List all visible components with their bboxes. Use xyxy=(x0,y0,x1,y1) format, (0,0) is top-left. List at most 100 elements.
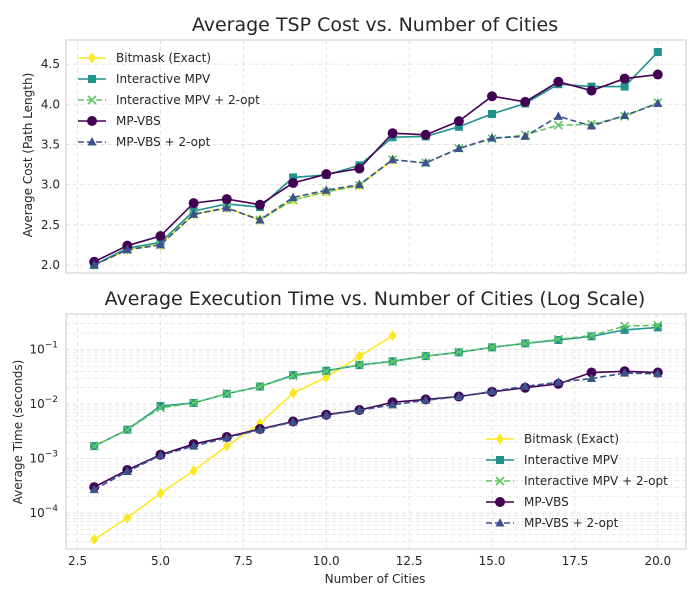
legend: Bitmask (Exact) Interactive MPV Interactiv… xyxy=(486,432,668,530)
legend-label: MP-VBS + 2-opt xyxy=(524,516,619,530)
data-point xyxy=(454,143,464,152)
data-point xyxy=(388,399,398,409)
data-point xyxy=(354,360,364,370)
legend-label: Interactive MPV + 2-opt xyxy=(524,474,668,488)
data-point xyxy=(156,402,165,411)
time-chart-ylabel: Average Time (seconds) xyxy=(11,360,25,505)
data-point xyxy=(122,244,132,254)
x-tick-label: 15.0 xyxy=(479,554,506,568)
legend-marker xyxy=(495,476,505,486)
data-point xyxy=(487,133,497,142)
series-line xyxy=(93,324,658,447)
legend-marker xyxy=(496,433,504,445)
data-point xyxy=(189,441,199,450)
cost-chart-ylabel: Average Cost (Path Length) xyxy=(21,73,35,238)
legend-label: MP-VBS xyxy=(524,495,569,509)
data-point xyxy=(553,111,563,120)
data-point xyxy=(586,331,597,341)
data-point xyxy=(653,48,662,57)
data-point xyxy=(89,484,99,494)
data-point xyxy=(354,163,365,174)
legend-label: Bitmask (Exact) xyxy=(116,51,211,65)
data-point xyxy=(288,178,299,189)
data-point xyxy=(421,157,431,167)
legend-marker xyxy=(495,518,505,527)
data-point xyxy=(388,330,397,342)
data-point xyxy=(122,466,132,476)
series-line xyxy=(93,73,658,263)
data-point xyxy=(255,214,265,224)
data-point xyxy=(553,120,563,130)
legend-label: MP-VBS xyxy=(116,114,161,128)
data-point xyxy=(89,441,99,451)
data-point xyxy=(653,320,663,330)
series-line xyxy=(93,335,394,541)
y-tick-label: 3.5 xyxy=(41,137,60,151)
data-point xyxy=(652,69,663,80)
data-point xyxy=(321,366,331,376)
x-tick-label: 17.5 xyxy=(562,554,589,568)
x-tick-label: 12.5 xyxy=(396,554,423,568)
legend-label: MP-VBS + 2-opt xyxy=(116,135,211,149)
time-chart: Average Execution Time vs. Number of Cit… xyxy=(11,288,687,586)
cost-chart: Average TSP Cost vs. Number of Cities Av… xyxy=(21,14,687,274)
data-point xyxy=(520,131,530,140)
data-point xyxy=(620,110,630,120)
data-point xyxy=(189,209,199,218)
y-tick-label: 10−4 xyxy=(29,504,58,520)
data-point xyxy=(620,368,630,377)
data-point xyxy=(156,487,165,499)
y-tick-label: 10−1 xyxy=(29,341,58,357)
data-point xyxy=(421,351,431,361)
y-tick-label: 10−2 xyxy=(29,395,58,411)
y-tick-label: 4.0 xyxy=(41,97,60,111)
data-point xyxy=(520,381,530,390)
series-mp-vbs-2opt xyxy=(89,98,663,269)
plot-frame xyxy=(65,313,687,550)
legend-marker xyxy=(87,116,97,126)
series-mp-vbs xyxy=(89,366,663,493)
data-point xyxy=(421,395,431,404)
data-point xyxy=(155,231,166,242)
x-tick-label: 2.5 xyxy=(68,554,87,568)
series-interactive-mpv-2opt xyxy=(89,98,663,270)
data-point xyxy=(288,371,298,381)
series-line xyxy=(93,372,658,491)
plot-frame xyxy=(65,39,687,274)
data-point xyxy=(619,73,630,84)
data-point xyxy=(189,465,198,477)
data-point xyxy=(255,381,265,392)
legend-marker xyxy=(88,52,96,64)
data-point xyxy=(289,173,298,182)
legend-marker xyxy=(495,497,505,507)
data-point xyxy=(454,391,464,401)
data-point xyxy=(254,199,265,210)
x-tick-label: 5.0 xyxy=(151,554,170,568)
data-point xyxy=(487,91,498,102)
legend-label: Bitmask (Exact) xyxy=(524,432,619,446)
data-point xyxy=(188,198,199,209)
data-point xyxy=(388,154,398,164)
y-tick-label: 3.0 xyxy=(41,178,60,192)
data-point xyxy=(653,323,662,332)
data-point xyxy=(123,512,132,524)
series-line xyxy=(93,101,659,266)
data-point xyxy=(289,387,298,399)
data-point xyxy=(222,389,232,399)
data-point xyxy=(620,325,629,334)
legend-marker xyxy=(87,95,97,105)
legend-marker xyxy=(88,75,96,83)
data-point xyxy=(321,410,331,419)
data-point xyxy=(553,334,563,344)
data-point xyxy=(221,194,232,205)
data-point xyxy=(222,432,232,442)
data-point xyxy=(222,440,231,452)
legend-label: Interactive MPV xyxy=(524,453,619,467)
data-point xyxy=(122,425,132,435)
data-point xyxy=(553,377,563,386)
data-point xyxy=(222,202,232,212)
data-point xyxy=(620,321,630,331)
time-chart-xlabel: Number of Cities xyxy=(325,572,426,586)
legend-label: Interactive MPV xyxy=(116,72,211,86)
legend-label: Interactive MPV + 2-opt xyxy=(116,93,260,107)
